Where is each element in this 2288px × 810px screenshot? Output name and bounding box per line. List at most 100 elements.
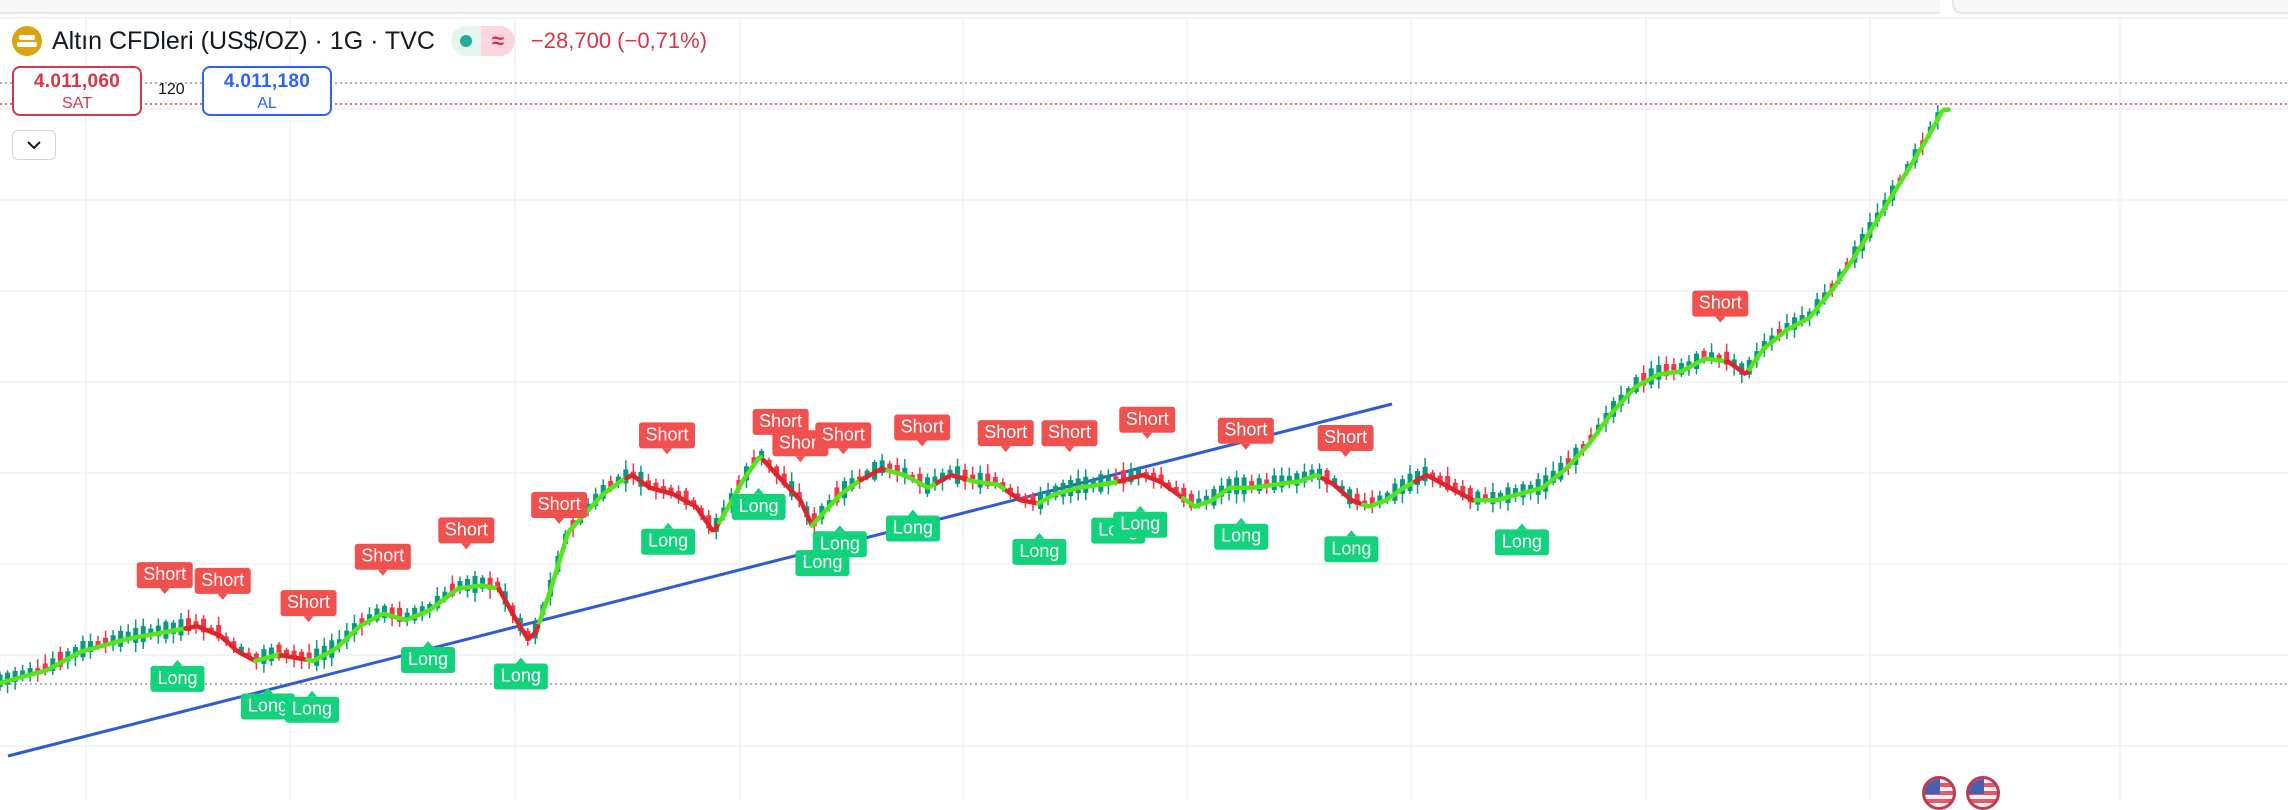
candle-up <box>1105 476 1111 486</box>
approx-icon: ≈ <box>480 26 515 56</box>
candle-down <box>449 583 455 596</box>
short-signal-label: Short <box>1119 406 1176 439</box>
signal-labels-layer: Short Short Short Short Short Short Short Short… <box>136 290 1749 723</box>
signal-pointer <box>834 525 845 532</box>
signal-text: Long <box>739 496 779 516</box>
candle-up <box>480 577 486 589</box>
candle-down <box>1437 475 1443 484</box>
signal-text: Short <box>287 592 330 612</box>
candle-up <box>1528 484 1534 492</box>
signal-pointer <box>1142 432 1153 439</box>
candle-up <box>1497 492 1503 500</box>
long-signal-label: Long <box>150 659 205 692</box>
signal-box <box>752 408 809 435</box>
signal-box <box>731 493 786 520</box>
candle-down <box>1701 350 1707 362</box>
candle-down <box>887 463 893 473</box>
candle-down <box>834 487 840 503</box>
candle-up <box>1196 498 1202 506</box>
candle-up <box>902 467 908 478</box>
browser-top-strip <box>0 0 1940 14</box>
candle-up <box>148 628 154 636</box>
signal-box <box>136 562 193 589</box>
candle-up <box>1053 485 1059 498</box>
collapse-button[interactable] <box>12 130 56 160</box>
signal-text: Short <box>901 417 944 437</box>
buy-button[interactable]: 4.011,180 AL <box>202 66 332 116</box>
signal-text: Short <box>645 424 688 444</box>
candle-down <box>1445 476 1451 491</box>
long-signal-label: Long <box>240 687 295 720</box>
candle-down <box>1716 354 1722 361</box>
candle-up <box>947 469 953 477</box>
signal-pointer <box>262 687 273 694</box>
signal-text: Long <box>1221 526 1261 546</box>
signal-text: Long <box>1502 531 1542 551</box>
candle-down <box>1181 487 1187 503</box>
short-signal-label: Short <box>194 567 251 600</box>
candle-down <box>970 474 976 482</box>
signal-text: Short <box>361 546 404 566</box>
signal-pointer <box>1034 532 1045 539</box>
signal-text: Short <box>1699 293 1742 313</box>
sell-button[interactable]: 4.011,060 SAT <box>12 66 142 116</box>
trend-line-up <box>885 468 939 490</box>
trend-line-down <box>1004 488 1040 506</box>
short-signal-label: Short <box>280 590 337 623</box>
top-right-panel-edge <box>1952 0 2288 14</box>
candle-up <box>1286 475 1292 485</box>
short-signal-label: Short <box>438 517 495 550</box>
trend-line-up <box>1473 356 1729 503</box>
candle-down <box>1249 481 1255 489</box>
candle-down <box>1158 474 1164 485</box>
candle-up <box>1784 322 1790 332</box>
us-flag-icon[interactable] <box>1966 776 2000 810</box>
trendline <box>7 402 1393 758</box>
signal-pointer <box>217 593 228 600</box>
short-signal-label: Short <box>772 430 829 463</box>
candle-up <box>1203 495 1209 504</box>
candle-down <box>495 581 501 590</box>
candle-up <box>20 670 26 678</box>
signal-pointer <box>461 543 472 550</box>
signal-pointer <box>1135 505 1146 512</box>
candle-down <box>653 482 659 491</box>
status-pill[interactable]: ≈ <box>450 26 515 56</box>
signal-box <box>1119 406 1176 433</box>
reference-lines <box>0 82 2288 685</box>
trend-line-down <box>278 652 309 662</box>
candle-down <box>683 490 689 506</box>
trend-line-up <box>1180 473 1325 510</box>
symbol-title[interactable]: Altın CFDleri (US$/OZ) · 1G · TVC <box>52 26 435 55</box>
candle-up <box>170 622 176 634</box>
long-signal-label: Long <box>1214 517 1269 550</box>
signal-text: Short <box>1324 427 1367 447</box>
signal-box <box>1012 538 1067 565</box>
trend-line-down <box>624 473 722 533</box>
candle-down <box>1369 497 1375 508</box>
trend-line-down <box>761 457 815 528</box>
sell-label: SAT <box>62 95 92 112</box>
signal-pointer <box>838 448 849 455</box>
candle-down <box>208 627 214 632</box>
candle-down <box>1113 476 1119 483</box>
candle-down <box>1430 472 1436 479</box>
candle-up <box>615 476 621 485</box>
signal-text: Long <box>248 695 288 715</box>
signal-box <box>977 420 1034 447</box>
long-signal-label: Long <box>1113 505 1168 538</box>
signal-text: Long <box>1331 538 1371 558</box>
signal-text: Long <box>893 518 933 538</box>
signal-pointer <box>1240 443 1251 450</box>
trend-line-up <box>252 652 283 664</box>
us-flag-icon[interactable] <box>1922 776 1956 810</box>
candle-down <box>186 618 191 631</box>
price-change: −28,700 (−0,71%) <box>530 28 708 53</box>
long-signal-label: Long <box>885 509 940 542</box>
signal-box <box>641 528 696 555</box>
candle-down <box>1151 472 1157 481</box>
gold-logo-icon <box>12 26 42 56</box>
candle-down <box>1324 470 1330 485</box>
candle-up <box>366 614 372 623</box>
